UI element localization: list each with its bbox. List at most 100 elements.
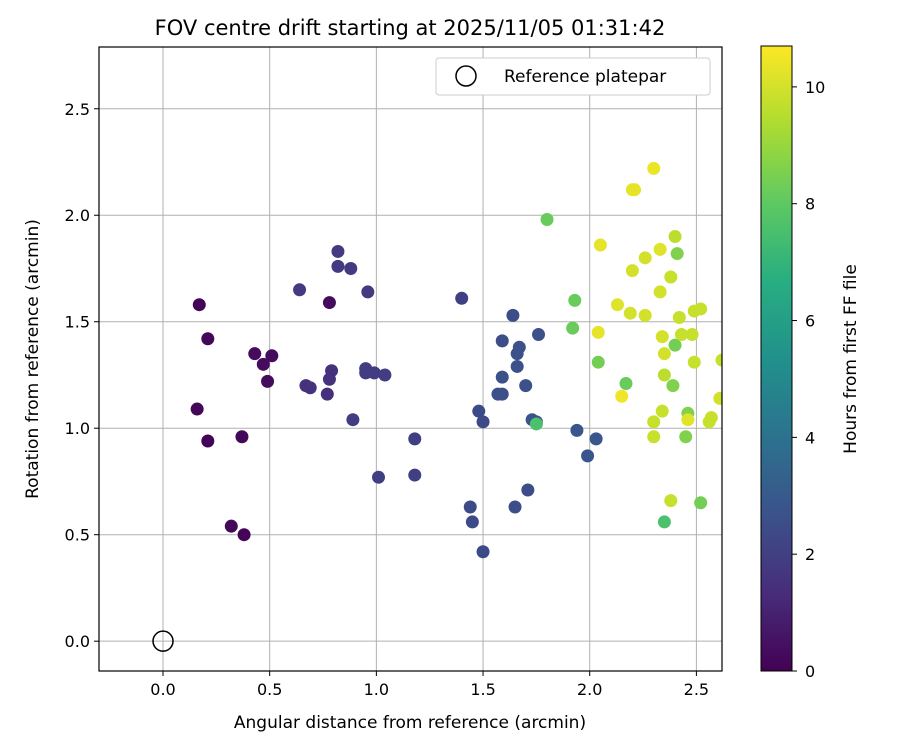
data-point [687, 355, 701, 369]
data-point [261, 374, 275, 388]
colorbar-tick-label: 8 [805, 195, 815, 214]
data-point [361, 285, 375, 299]
data-points [190, 161, 722, 559]
x-tick-label: 0.0 [150, 680, 175, 699]
data-point [344, 261, 358, 275]
data-point [367, 366, 381, 380]
chart-title: FOV centre drift starting at 2025/11/05 … [155, 16, 666, 40]
data-point [322, 372, 336, 386]
data-point [615, 389, 629, 403]
data-point [408, 468, 422, 482]
colorbar-ticks: 0 2 4 6 8 10 [792, 78, 825, 681]
data-point [670, 247, 684, 261]
x-tick-label: 1.5 [470, 680, 495, 699]
colorbar-tick-label: 10 [805, 78, 825, 97]
data-point [378, 368, 392, 382]
y-tick-label: 2.5 [65, 100, 90, 119]
data-point [408, 432, 422, 446]
x-tick-label: 0.5 [257, 680, 282, 699]
data-point [510, 359, 524, 373]
data-point [625, 264, 639, 278]
data-point [628, 183, 642, 197]
data-point [674, 328, 688, 342]
data-point [566, 321, 580, 335]
data-point [685, 328, 699, 342]
data-point [668, 338, 682, 352]
y-tick-label: 1.0 [65, 419, 90, 438]
data-point [655, 404, 669, 418]
data-point [653, 242, 667, 256]
data-point [704, 411, 718, 425]
data-point [610, 298, 624, 312]
legend: Reference platepar [435, 57, 711, 96]
data-point [320, 387, 334, 401]
data-point [248, 347, 262, 361]
data-point [657, 515, 671, 529]
y-axis-label: Rotation from reference (arcmin) [23, 219, 43, 499]
legend-label: Reference platepar [504, 67, 666, 87]
data-point [653, 285, 667, 299]
data-point [655, 330, 669, 344]
data-point [495, 334, 509, 348]
colorbar-tick-label: 6 [805, 312, 815, 331]
data-point [570, 423, 584, 437]
data-point [190, 402, 204, 416]
x-tick-label: 2.0 [577, 680, 602, 699]
y-tick-label: 1.5 [65, 313, 90, 332]
colorbar-label: Hours from first FF file [841, 264, 861, 454]
data-point [495, 387, 509, 401]
colorbar-tick-label: 4 [805, 428, 815, 447]
data-point [681, 413, 695, 427]
data-point [371, 470, 385, 484]
data-point [201, 434, 215, 448]
data-point [521, 483, 535, 497]
data-point [237, 528, 251, 542]
data-point [331, 259, 345, 273]
data-point [593, 238, 607, 252]
y-tick-label: 0.0 [65, 632, 90, 651]
colorbar-gradient [760, 45, 793, 672]
data-point [638, 308, 652, 322]
data-point [668, 230, 682, 244]
data-point [647, 415, 661, 429]
data-point [664, 270, 678, 284]
data-point [591, 325, 605, 339]
data-point [455, 291, 469, 305]
data-point [679, 430, 693, 444]
data-point [476, 415, 490, 429]
data-point [293, 283, 307, 297]
data-point [331, 244, 345, 258]
legend-box [435, 57, 711, 96]
data-point [591, 355, 605, 369]
data-point [472, 404, 486, 418]
data-point [672, 310, 686, 324]
x-axis-ticks: 0.0 0.5 1.0 1.5 2.0 2.5 [150, 671, 709, 699]
data-point [224, 519, 238, 533]
colorbar: 0 2 4 6 8 10 Hours from first FF file [760, 45, 861, 681]
grid [99, 47, 722, 671]
data-point [664, 494, 678, 508]
reference-point [152, 630, 174, 652]
data-point [192, 298, 206, 312]
data-point [506, 308, 520, 322]
data-point [256, 357, 270, 371]
data-point [322, 296, 336, 310]
colorbar-tick-label: 0 [805, 662, 815, 681]
x-axis-label: Angular distance from reference (arcmin) [234, 713, 586, 733]
data-point [694, 496, 708, 510]
x-tick-label: 1.0 [364, 680, 389, 699]
data-point [666, 379, 680, 393]
data-point [623, 306, 637, 320]
y-tick-label: 2.0 [65, 206, 90, 225]
data-point [647, 430, 661, 444]
y-tick-label: 0.5 [65, 526, 90, 545]
data-point [715, 353, 722, 367]
plot-frame [98, 46, 723, 672]
data-point [540, 213, 554, 227]
data-point [568, 293, 582, 307]
y-axis-ticks: 0.0 0.5 1.0 1.5 2.0 2.5 [65, 100, 99, 651]
colorbar-tick-label: 2 [805, 545, 815, 564]
data-point [519, 379, 533, 393]
data-point [647, 161, 661, 175]
